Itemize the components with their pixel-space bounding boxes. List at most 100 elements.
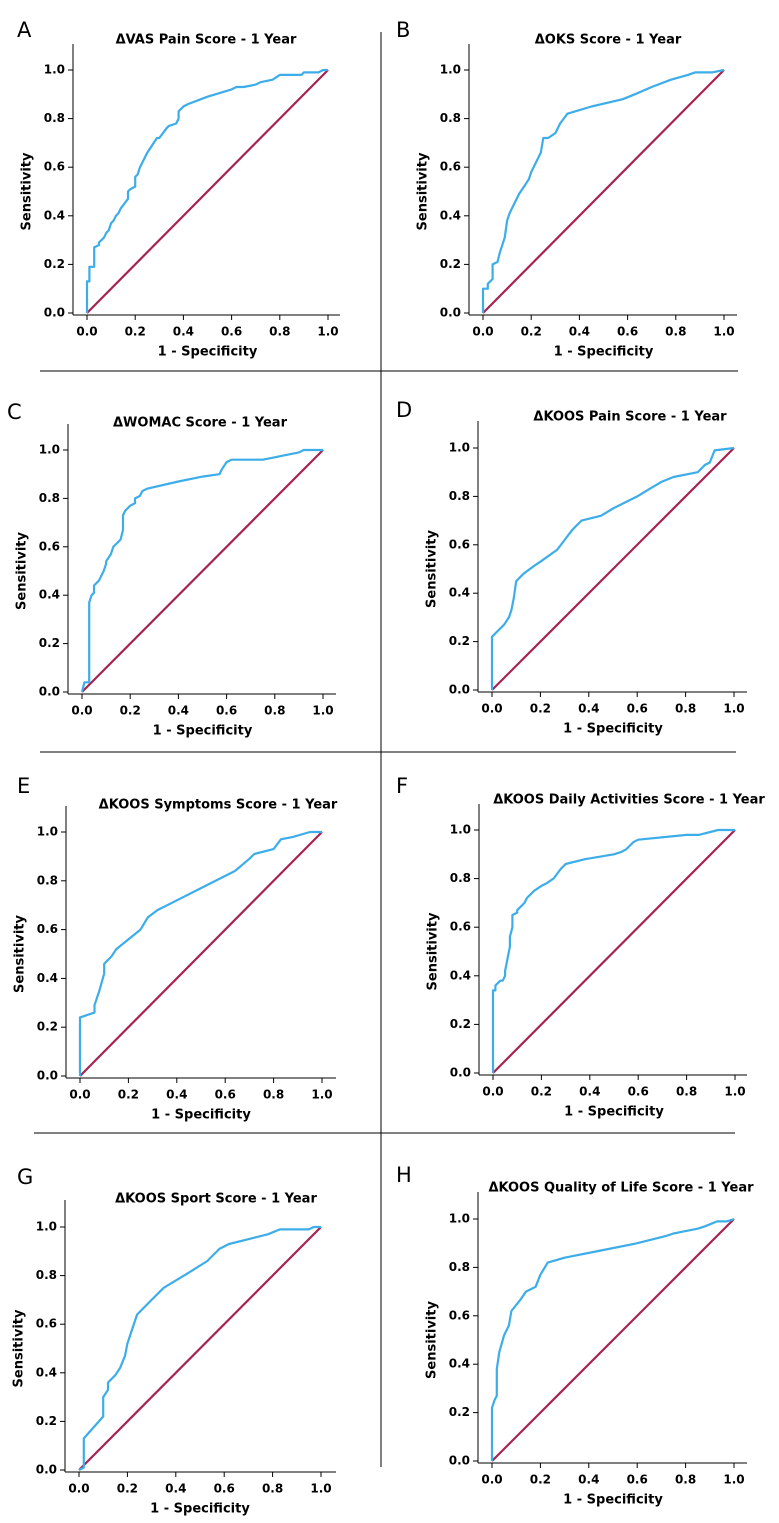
panel-g-y-tick-label: 0.6 [36, 1317, 57, 1331]
panel-f-y-axis-label: Sensitivity [426, 912, 441, 990]
panel-b-y-tick-label: 0.0 [440, 306, 461, 320]
panel-a: A ΔVAS Pain Score - 1 Year 0.0 0.2 0.4 0.6 0.8… [17, 18, 340, 360]
panel-b-roc-curve [481, 68, 725, 313]
panel-b-x-tick-label: 0.0 [472, 325, 493, 339]
panel-c-x-axis-label: 1 - Specificity [153, 724, 253, 739]
panel-e-x-tick-label: 0.4 [166, 1088, 187, 1102]
panel-a-y-tick-label: 0.4 [44, 208, 65, 222]
panel-a-y-tick-label: 0.0 [44, 306, 65, 320]
panel-a-y-tick-label: 1.0 [44, 63, 65, 77]
panel-f-y-tick-label: 0.0 [450, 1066, 471, 1080]
panel-g-x-tick-label: 1.0 [310, 1482, 331, 1496]
panel-a-y-tick-label: 0.6 [44, 160, 65, 174]
panel-b: B ΔOKS Score - 1 Year 0.0 0.2 0.4 0.6 0.8 1.0 0.… [396, 18, 737, 360]
panel-e-x-tick-label: 0.0 [69, 1088, 90, 1102]
panel-d-roc-curve [490, 446, 735, 690]
panel-d-x-axis-label: 1 - Specificity [563, 722, 663, 737]
panel-e-x-tick-label: 0.8 [263, 1088, 284, 1102]
panel-a-x-tick-label: 0.8 [269, 325, 290, 339]
panel-e-y-tick-label: 0.2 [37, 1020, 58, 1034]
panel-d-x-tick-label: 0.8 [675, 702, 696, 716]
panel-b-letter: B [396, 18, 410, 42]
panel-e-roc-curve [78, 830, 322, 1076]
panel-g-reference-line [78, 1226, 322, 1471]
panel-f-y-tick-label: 0.4 [450, 968, 471, 982]
panel-f-reference-line [492, 829, 736, 1074]
panel-h-x-tick-label: 1.0 [723, 1473, 744, 1487]
panel-e: E ΔKOOS Symptoms Score - 1 Year 0.0 0.2 0.4 0… [13, 774, 338, 1123]
panel-b-y-tick-label: 0.4 [440, 208, 461, 222]
panel-e-y-tick-label: 1.0 [37, 825, 58, 839]
panel-g-roc-curve [78, 1225, 321, 1471]
panel-b-y-axis-label: Sensitivity [416, 152, 431, 230]
panel-b-y-tick-label: 0.2 [440, 257, 461, 271]
panel-g: G ΔKOOS Sport Score - 1 Year 0.0 0.2 0.4 0.6 0… [12, 1165, 336, 1517]
panel-h-x-tick-label: 0.6 [627, 1473, 648, 1487]
panel-g-y-tick-label: 0.0 [36, 1463, 57, 1477]
panel-d-y-tick-label: 0.0 [449, 683, 470, 697]
panel-b-y-tick-label: 0.8 [440, 111, 461, 125]
panel-b-x-tick-label: 0.8 [665, 325, 686, 339]
panel-c-y-tick-label: 1.0 [39, 443, 60, 457]
panel-h: H ΔKOOS Quality of Life Score - 1 Year 0.0… [396, 1163, 754, 1508]
panel-a-roc-curve [85, 68, 328, 313]
panel-f-x-tick-label: 0.8 [676, 1085, 697, 1099]
panel-f-x-tick-label: 1.0 [724, 1085, 745, 1099]
panel-e-title: ΔKOOS Symptoms Score - 1 Year [99, 798, 338, 813]
panel-g-letter: G [17, 1165, 33, 1189]
panel-g-x-tick-label: 0.2 [117, 1482, 138, 1496]
panel-h-x-tick-label: 0.0 [481, 1473, 502, 1487]
panel-g-x-tick-label: 0.8 [262, 1482, 283, 1496]
panel-h-letter: H [396, 1163, 412, 1187]
panel-a-y-tick-label: 0.2 [44, 257, 65, 271]
panel-g-y-tick-label: 0.4 [36, 1365, 57, 1379]
panel-a-x-axis-label: 1 - Specificity [158, 345, 258, 360]
panel-c-x-tick-label: 0.4 [168, 704, 189, 718]
panel-f-title: ΔKOOS Daily Activities Score - 1 Year [493, 793, 765, 808]
panel-f-y-tick-label: 1.0 [450, 823, 471, 837]
panel-b-y-tick-label: 1.0 [440, 63, 461, 77]
panel-c-y-tick-label: 0.0 [39, 685, 60, 699]
panel-f-roc-curve [491, 828, 735, 1073]
panel-a-reference-line [86, 69, 329, 314]
panel-f-x-tick-label: 0.6 [628, 1085, 649, 1099]
panel-h-reference-line [491, 1218, 735, 1462]
panel-d-x-tick-label: 0.4 [578, 702, 599, 716]
panel-h-y-tick-label: 0.8 [449, 1260, 470, 1274]
panel-h-y-tick-label: 0.6 [449, 1308, 470, 1322]
panel-h-title: ΔKOOS Quality of Life Score - 1 Year [488, 1181, 754, 1196]
panel-h-x-axis-label: 1 - Specificity [563, 1493, 663, 1508]
panel-g-y-axis-label: Sensitivity [12, 1309, 27, 1387]
panel-c-y-axis-label: Sensitivity [15, 532, 30, 610]
panel-e-y-axis-label: Sensitivity [13, 915, 28, 993]
panel-c-y-tick-label: 0.4 [39, 588, 60, 602]
panel-c-y-tick-label: 0.2 [39, 636, 60, 650]
panel-b-x-tick-label: 0.6 [617, 325, 638, 339]
panel-f-y-tick-label: 0.8 [450, 871, 471, 885]
panel-e-letter: E [17, 774, 30, 798]
panel-a-x-tick-label: 0.2 [125, 325, 146, 339]
panel-e-x-tick-label: 1.0 [311, 1088, 332, 1102]
panel-g-x-tick-label: 0.4 [165, 1482, 186, 1496]
panel-c: C ΔWOMAC Score - 1 Year 0.0 0.2 0.4 0.6 0.8 1.0… [7, 400, 336, 739]
panel-h-y-tick-label: 0.0 [449, 1454, 470, 1468]
panel-c-title: ΔWOMAC Score - 1 Year [113, 416, 288, 431]
panel-d-y-axis-label: Sensitivity [425, 530, 440, 608]
panel-b-title: ΔOKS Score - 1 Year [535, 33, 682, 48]
panel-a-y-tick-label: 0.8 [44, 111, 65, 125]
panel-f: F ΔKOOS Daily Activities Score - 1 Year 0.… [396, 774, 765, 1120]
panel-f-x-tick-label: 0.2 [531, 1085, 552, 1099]
panel-h-x-tick-label: 0.8 [675, 1473, 696, 1487]
panel-f-x-tick-label: 0.0 [482, 1085, 503, 1099]
panel-d-reference-line [491, 447, 735, 691]
panel-h-y-axis-label: Sensitivity [425, 1301, 440, 1379]
panel-d-y-tick-label: 1.0 [449, 441, 470, 455]
panel-f-y-tick-label: 0.6 [450, 920, 471, 934]
panel-e-y-tick-label: 0.4 [37, 971, 58, 985]
panel-h-x-tick-label: 0.4 [578, 1473, 599, 1487]
panel-e-reference-line [79, 831, 323, 1077]
panel-c-y-tick-label: 0.8 [39, 491, 60, 505]
panel-g-x-axis-label: 1 - Specificity [150, 1502, 250, 1517]
panel-e-x-tick-label: 0.2 [118, 1088, 139, 1102]
